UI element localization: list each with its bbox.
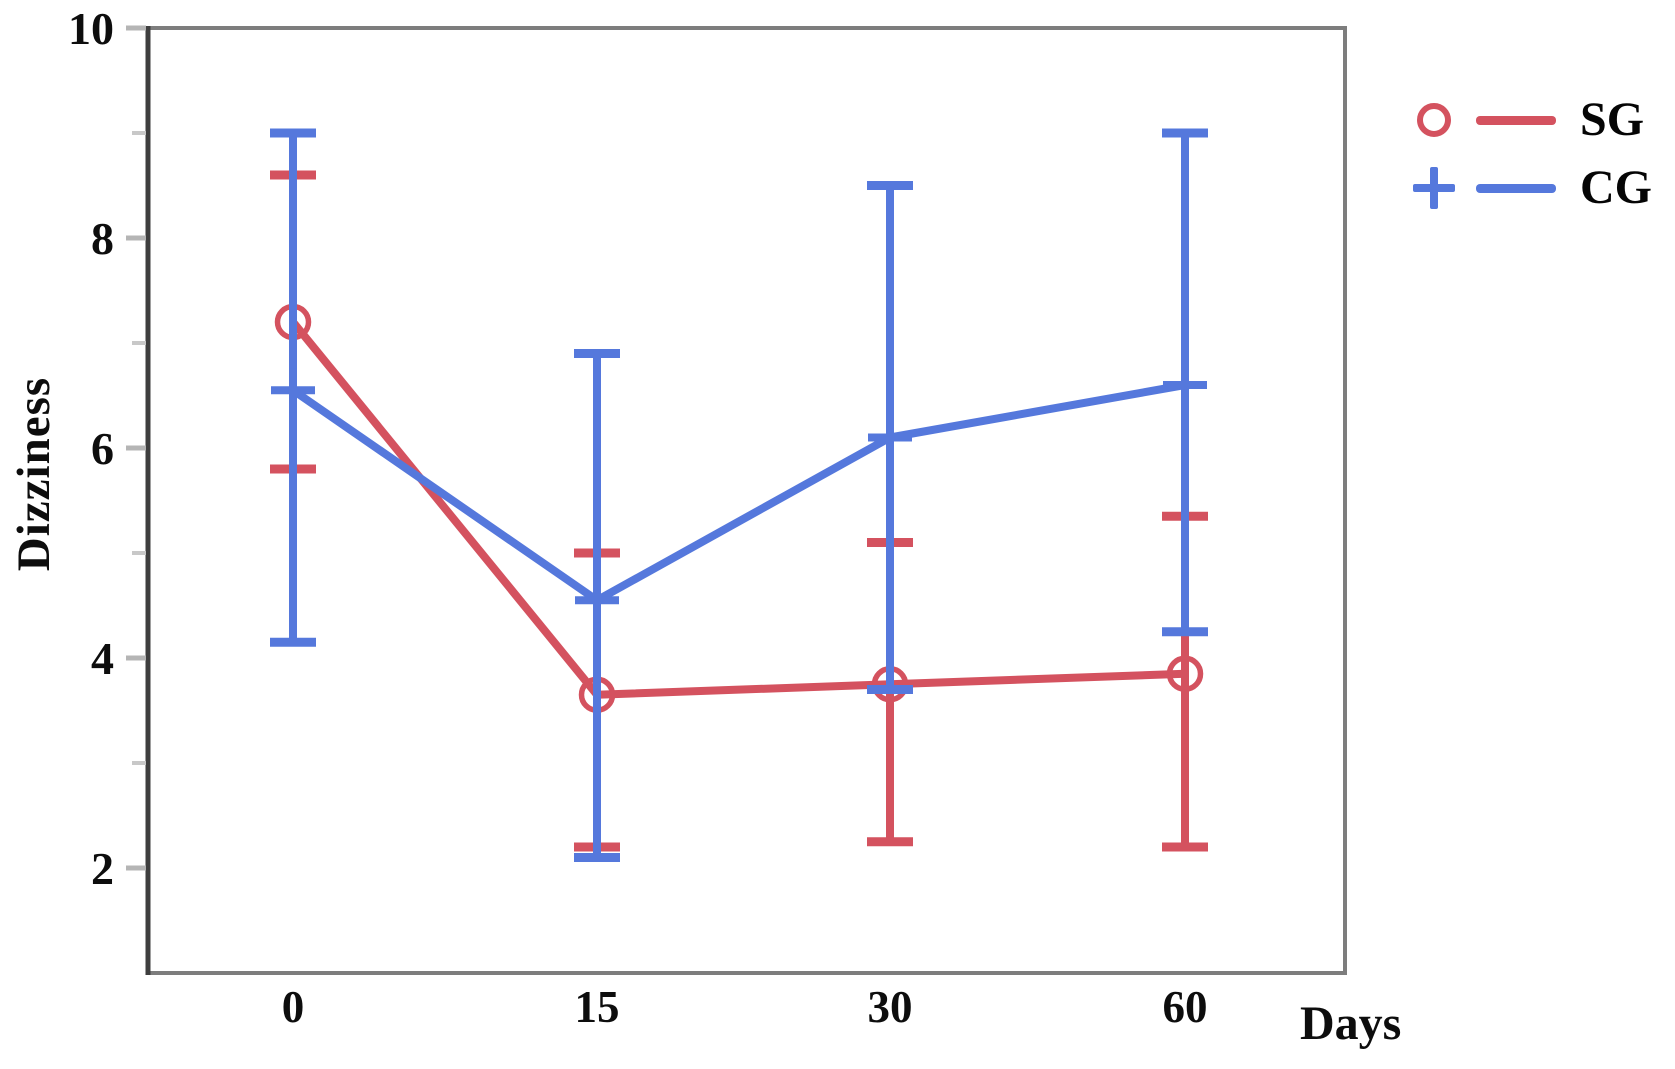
sg-circle-glyph (1417, 103, 1451, 137)
sg-open-circle-marker-icon (1410, 96, 1458, 144)
y-tick-label: 8 (91, 213, 114, 264)
sg-mean-line (289, 318, 1189, 699)
x-tick-label: 0 (282, 982, 305, 1032)
y-tick-label: 2 (91, 843, 114, 894)
legend-label-cg: CG (1580, 161, 1652, 214)
legend: SG CG (1410, 94, 1652, 214)
y-axis-title: Dizziness (8, 376, 60, 572)
sg-line-sample (1476, 115, 1556, 125)
cg-mean-line (289, 381, 1189, 605)
cg-line-sample (1476, 183, 1556, 193)
legend-item-sg: SG (1410, 94, 1652, 146)
x-tick-label: 15 (575, 982, 620, 1032)
cg-plus-glyph (1413, 167, 1455, 209)
cg-plus-marker-icon (1410, 164, 1458, 212)
x-tick-label: 30 (868, 982, 913, 1032)
sg-circle-marker (1166, 655, 1204, 692)
x-tick-label: 60 (1163, 982, 1208, 1032)
plot-area (146, 26, 1347, 975)
y-tick-label: 4 (91, 633, 114, 684)
y-tick-label: 6 (91, 423, 114, 474)
legend-label-sg: SG (1580, 93, 1645, 146)
x-axis-title: Days (1300, 997, 1402, 1050)
y-tick-label: 10 (68, 3, 114, 54)
legend-item-cg: CG (1410, 162, 1652, 214)
